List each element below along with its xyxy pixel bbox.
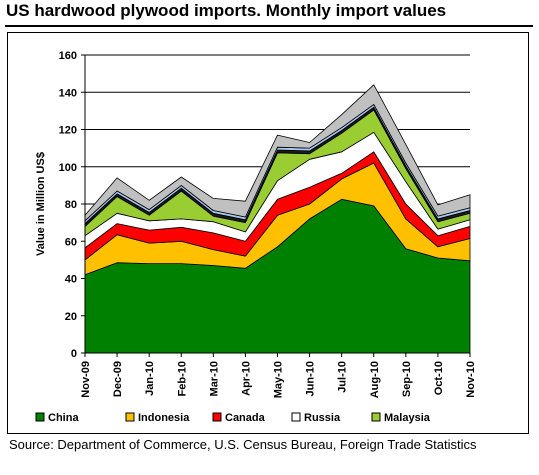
y-tick-label: 80 — [65, 199, 77, 211]
x-tick-label: Nov-09 — [80, 361, 92, 398]
y-tick-label: 0 — [71, 348, 77, 360]
x-tick-label: Aug-10 — [369, 361, 381, 398]
legend-swatch-canada — [212, 412, 222, 422]
legend-label-russia: Russia — [304, 412, 341, 424]
y-axis-title: Value in Million US$ — [35, 152, 47, 256]
legend-swatch-china — [35, 412, 45, 422]
legend: China Indonesia Canada Russia Malaysia — [35, 412, 431, 424]
y-tick-label: 120 — [59, 125, 77, 137]
x-tick-label: Oct-10 — [433, 361, 445, 395]
chart-title: US hardwood plywood imports. Monthly imp… — [6, 1, 447, 20]
legend-label-china: China — [48, 412, 79, 424]
x-tick-label: Jun-10 — [305, 361, 317, 396]
x-tick-label: Sep-10 — [401, 361, 413, 397]
y-tick-label: 160 — [59, 50, 77, 62]
y-tick-label: 40 — [65, 274, 77, 286]
x-tick-label: Jul-10 — [337, 361, 349, 393]
area-series-8 — [84, 84, 471, 222]
x-tick-label: Feb-10 — [176, 361, 188, 396]
title-underline — [5, 25, 533, 27]
y-tick-label: 140 — [59, 87, 77, 99]
x-tick-label: Nov-10 — [465, 361, 477, 398]
axes: 0 20 40 60 80 100 120 140 160 Nov-09 Dec-09 Jan-10 F… — [35, 50, 477, 398]
legend-label-malaysia: Malaysia — [384, 412, 431, 424]
y-tick-label: 100 — [59, 162, 77, 174]
x-tick-label: Apr-10 — [240, 361, 252, 396]
source-note: Source: Department of Commerce, U.S. Cen… — [9, 437, 477, 452]
legend-swatch-russia — [291, 412, 301, 422]
areas — [84, 84, 471, 354]
y-tick-label: 60 — [65, 236, 77, 248]
x-tick-label: Dec-09 — [112, 361, 124, 397]
y-tick-label: 20 — [65, 311, 77, 323]
x-tick-label: May-10 — [273, 361, 285, 398]
x-tick-label: Mar-10 — [208, 361, 220, 396]
legend-swatch-indonesia — [125, 412, 135, 422]
legend-swatch-malaysia — [371, 412, 381, 422]
x-tick-label: Jan-10 — [144, 361, 156, 396]
legend-label-canada: Canada — [225, 412, 266, 424]
legend-label-indonesia: Indonesia — [138, 412, 190, 424]
